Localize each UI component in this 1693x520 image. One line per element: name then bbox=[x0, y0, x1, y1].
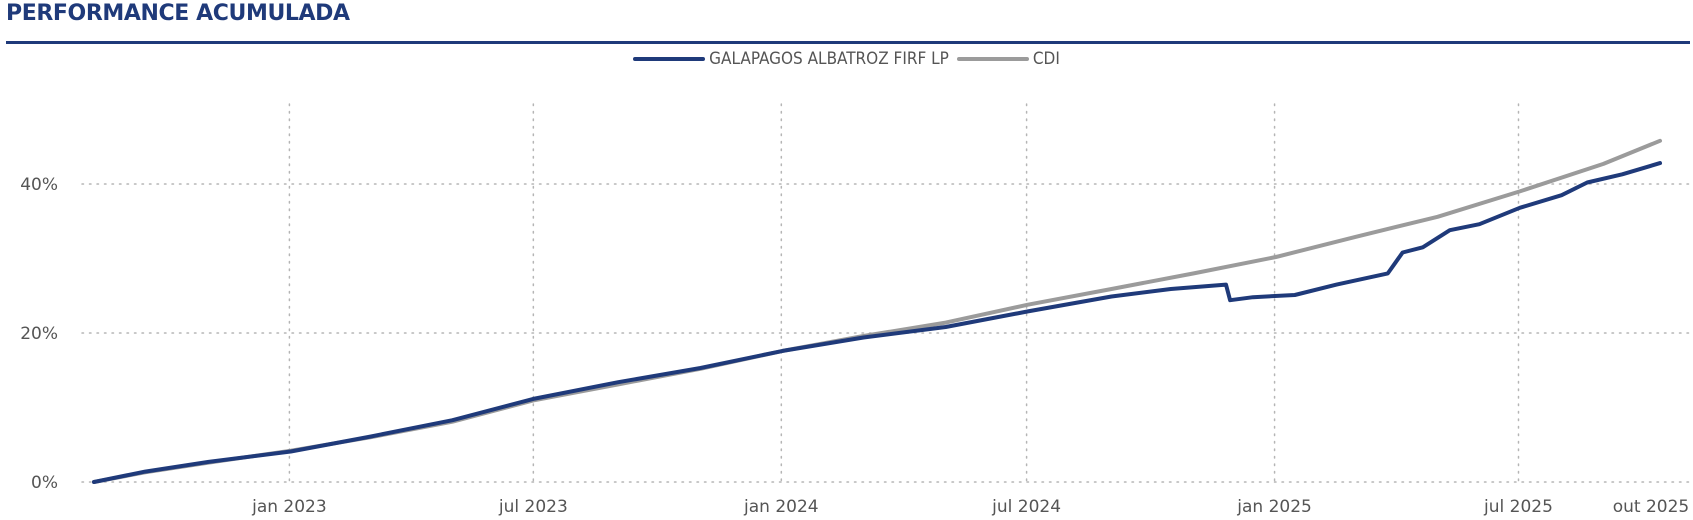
legend-item-series-1[interactable]: GALAPAGOS ALBATROZ FIRF LP bbox=[633, 49, 949, 69]
legend-label-series-1: GALAPAGOS ALBATROZ FIRF LP bbox=[709, 49, 949, 69]
x-tick-label: jan 2025 bbox=[1236, 497, 1312, 517]
title-underline bbox=[6, 41, 1690, 44]
series-line-galapagos bbox=[92, 161, 1662, 484]
legend-swatch-series-2 bbox=[956, 57, 1029, 61]
y-tick-label: 40% bbox=[20, 175, 58, 195]
y-tick-label: 0% bbox=[31, 473, 58, 493]
legend-item-series-2[interactable]: CDI bbox=[956, 49, 1060, 69]
x-tick-label: out 2025 bbox=[1613, 497, 1690, 517]
x-tick-label: jan 2024 bbox=[743, 497, 819, 517]
page-title: PERFORMANCE ACUMULADA bbox=[6, 1, 350, 26]
legend-label-series-2: CDI bbox=[1032, 49, 1060, 69]
series-line-cdi bbox=[92, 138, 1662, 484]
x-tick-label: jul 2025 bbox=[1483, 497, 1553, 517]
chart-legend: GALAPAGOS ALBATROZ FIRF LP CDI bbox=[0, 47, 1693, 71]
x-tick-label: jan 2023 bbox=[251, 497, 327, 517]
x-tick-label: jul 2023 bbox=[498, 497, 568, 517]
y-tick-label: 20% bbox=[20, 324, 58, 344]
legend-swatch-series-1 bbox=[633, 57, 706, 61]
x-tick-label: jul 2024 bbox=[991, 497, 1061, 517]
